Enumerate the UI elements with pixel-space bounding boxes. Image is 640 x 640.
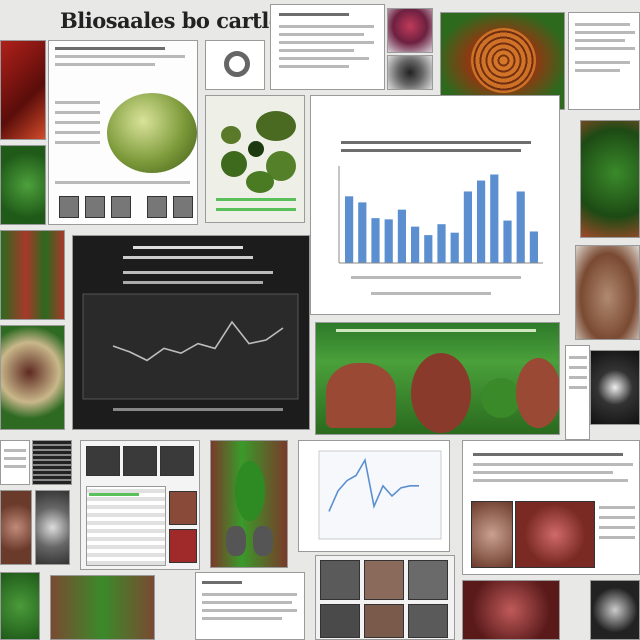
thumbnail-4[interactable] — [147, 196, 167, 218]
bottom-dark-image[interactable] — [590, 580, 640, 640]
tall-leaf-image[interactable] — [210, 440, 288, 568]
text-block-top[interactable] — [270, 4, 385, 90]
bar — [411, 226, 420, 263]
line-chart — [318, 450, 442, 540]
brown-specimen-image[interactable] — [575, 245, 640, 340]
pink-tissue-image[interactable] — [0, 490, 32, 565]
gear-image — [224, 51, 250, 77]
thumbnail-2[interactable] — [85, 196, 105, 218]
dark-grid-image[interactable] — [32, 440, 72, 485]
bottom-thumb-5[interactable] — [364, 604, 404, 638]
text-table-left[interactable] — [0, 440, 30, 485]
green-melon-image[interactable] — [0, 325, 65, 430]
document-strip[interactable] — [205, 40, 265, 90]
black-device-image[interactable] — [590, 350, 640, 425]
thumbnail-3[interactable] — [111, 196, 131, 218]
text-report-panel[interactable] — [462, 440, 640, 575]
text-block-right[interactable] — [568, 12, 640, 110]
bottom-thumb-3[interactable] — [408, 560, 448, 600]
bottom-thumb-2[interactable] — [364, 560, 404, 600]
specimen-image — [107, 93, 197, 173]
series-line — [112, 320, 284, 362]
bar — [371, 218, 380, 263]
grid-thumb-1[interactable] — [86, 446, 120, 476]
series-line — [328, 457, 419, 512]
spike-line-chart-panel[interactable] — [298, 440, 450, 552]
bar — [384, 219, 393, 263]
bar — [529, 231, 538, 263]
bottom-thumbnail-grid[interactable] — [315, 555, 455, 640]
grid-thumb-2[interactable] — [123, 446, 157, 476]
bottom-thumb-6[interactable] — [408, 604, 448, 638]
bar — [503, 220, 512, 263]
bottom-thumb-1[interactable] — [320, 560, 360, 600]
green-landscape-panel[interactable] — [315, 322, 560, 435]
sample-thumbnail-grid[interactable] — [80, 440, 200, 570]
grid-thumb-4[interactable] — [169, 491, 197, 525]
device-thumbnail[interactable] — [387, 55, 433, 90]
bottom-thumb-4[interactable] — [320, 604, 360, 638]
bottom-red-image[interactable] — [462, 580, 560, 640]
thumbnail-5[interactable] — [173, 196, 193, 218]
gray-tissue-image[interactable] — [35, 490, 70, 565]
bar-chart — [338, 166, 543, 264]
bar — [345, 196, 354, 263]
bottom-specimen-image[interactable] — [50, 575, 155, 640]
bar — [477, 180, 486, 263]
bar — [463, 191, 472, 263]
bar — [437, 224, 446, 263]
flower-thumbnail[interactable] — [387, 8, 433, 53]
red-leaf-tile[interactable] — [0, 40, 46, 140]
bar — [424, 235, 433, 263]
red-plant-image[interactable] — [580, 120, 640, 238]
dark-line-chart-panel[interactable] — [72, 235, 310, 430]
bar — [450, 232, 459, 263]
bar — [397, 209, 406, 263]
fruit-specimen-sheet[interactable] — [48, 40, 198, 225]
bar — [490, 174, 499, 263]
line-chart — [82, 293, 299, 400]
grid-thumb-3[interactable] — [160, 446, 194, 476]
bottom-text-panel[interactable] — [195, 572, 305, 640]
moss-cluster-panel[interactable] — [205, 95, 305, 223]
red-pod-image[interactable] — [0, 230, 65, 320]
report-image-2[interactable] — [515, 501, 595, 568]
bottom-leaf-image[interactable] — [0, 572, 40, 640]
grid-thumb-5[interactable] — [169, 529, 197, 563]
page-title: Bliosaales bo cartlety — [60, 8, 303, 33]
pod-texture-image[interactable] — [440, 12, 565, 110]
bar — [358, 202, 367, 263]
green-leaf-tile[interactable] — [0, 145, 46, 225]
table-snippet-right[interactable] — [565, 345, 590, 440]
bar-chart-panel[interactable] — [310, 95, 560, 315]
thumbnail-1[interactable] — [59, 196, 79, 218]
report-image-1[interactable] — [471, 501, 513, 568]
bar — [516, 191, 525, 263]
